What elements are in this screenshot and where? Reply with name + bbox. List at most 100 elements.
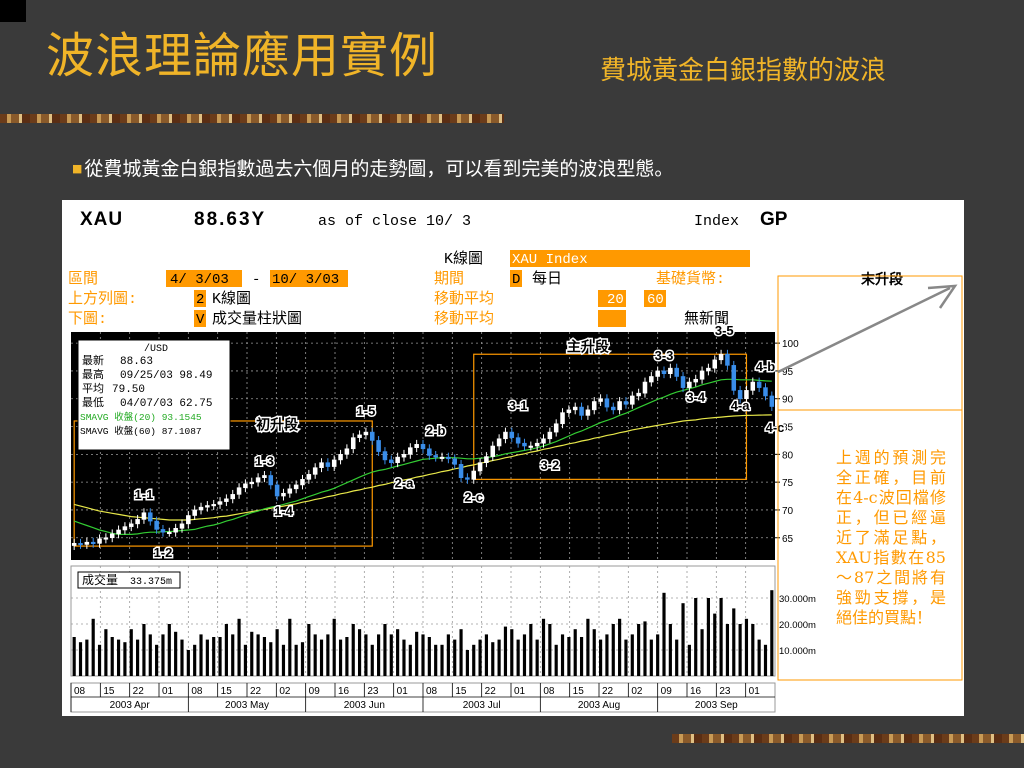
volume-bar [294,644,298,676]
day-label: 09 [661,686,673,697]
lower-code-field[interactable] [194,310,206,327]
ma-20-field[interactable] [598,290,626,307]
candle-body [281,492,286,497]
candle-body [262,475,267,478]
volume-bar [586,618,590,676]
range-end: 10/ 3/03 [272,272,339,288]
prediction-text: 上週的預測完全正確，目前在4-c波回檔修正，但已經逼近了滿足點，XAU指數在85… [836,448,946,627]
volume-bar [161,634,165,676]
month-labels: 2003 Apr 2003 May 2003 Jun 2003 Jul 2003 Aug… [70,696,775,712]
day-label: 08 [543,686,555,697]
volume-bar [484,634,489,676]
volume-bar [231,634,235,676]
legend-row-value-low: 04/07/03 62.75 [120,398,212,410]
volume-bar [579,637,584,676]
currency-label: 基礎貨幣: [656,270,725,288]
candle-body [541,438,546,444]
wave-label: 1-3 [255,453,274,468]
legend-row-label-latest: 最新 [82,353,104,368]
candle-body [585,409,591,416]
candle-body [84,541,90,545]
candle-body [572,406,578,411]
volume-label: 成交量 [82,572,118,588]
month-label: 2003 Jun [344,700,385,711]
legend-row-label-high: 最高 [82,367,104,382]
month-label: 2003 Jul [463,700,501,711]
upper-code: 2 [196,292,204,308]
candle-body [135,519,140,525]
candle-body [617,401,622,411]
candle-body [649,376,654,383]
volume-bar [300,642,305,676]
range-start-field[interactable] [166,270,242,287]
as-of-close: as of close 10/ 3 [318,213,471,230]
volume-bar [256,634,260,676]
range-start: 4/ 3/03 [170,272,229,288]
candle-body [496,438,502,447]
legend-unit: /USD [144,343,168,355]
ma-label-2: 移動平均 [434,310,494,328]
candle-body [205,505,210,508]
volume-bar [377,634,381,676]
volume-bar [497,639,501,676]
volume-bar [269,642,273,676]
candle-body [642,381,648,394]
volume-bar [567,637,571,676]
volume-bar [345,637,349,676]
ma-blank-field[interactable] [598,310,626,327]
candle-body [249,481,255,485]
wave-label: 3-1 [509,398,528,413]
volume-bar [408,644,412,676]
upper-code-field[interactable] [194,290,206,307]
corner-block [0,0,26,22]
candle-body [122,526,128,531]
day-label: 15 [573,686,585,697]
candle-body [344,448,350,455]
candle-body [274,484,280,497]
volume-bar [415,631,419,676]
candle-body [230,494,235,500]
volume-bar [167,624,171,676]
volume-bar [472,644,476,676]
day-label: 22 [250,686,262,697]
candle-body [401,454,407,458]
candle-body [148,512,153,522]
wave-label: 2-a [395,476,415,491]
volume-bar [554,644,558,676]
kchart-field[interactable] [510,250,750,267]
volume-bar [541,618,546,676]
slide-title: 波浪理論應用實例 [46,28,439,84]
candle-body [509,431,515,438]
volume-bar [180,639,184,676]
volume-bar [338,639,343,676]
price-axis: 65 70 75 80 85 90 95 100 [775,339,799,545]
wave-labels: 1-1 1-2 1-3 1-4 1-5 2-a 2-b 2-c 3-1 3-2 3-3 3-4 3-5 4… [133,321,786,561]
candle-body [414,444,419,448]
terminal-chart: XAU 88.63Y as of close 10/ 3 Index GP K線… [68,209,963,713]
day-label: 08 [426,686,438,697]
period-code-field[interactable] [510,270,522,287]
range-end-field[interactable] [270,270,348,287]
price-tick-label: 70 [782,506,794,517]
volume-bar [700,629,704,676]
volume-bar [757,639,761,676]
volume-bar [694,598,698,676]
price-tick-label: 90 [782,395,794,406]
candle-body [395,456,400,463]
price-tick-label: 75 [782,478,794,489]
ma-20: 20 [607,292,624,308]
range-dash: - [252,272,260,288]
candle-body [718,353,724,361]
candle-body [217,501,223,505]
volume-box: 成交量 33.375m [77,571,181,589]
ma-60-field[interactable] [644,290,666,307]
range-label: 區間 [68,271,98,288]
volume-bar [459,629,463,676]
day-label: 16 [338,686,350,697]
candle-body [547,431,553,440]
wave-label: 3-2 [540,457,559,472]
price-tick-label: 85 [782,423,794,434]
candle-body [769,395,775,407]
candle-body [116,529,121,535]
volume-bar [237,618,241,676]
